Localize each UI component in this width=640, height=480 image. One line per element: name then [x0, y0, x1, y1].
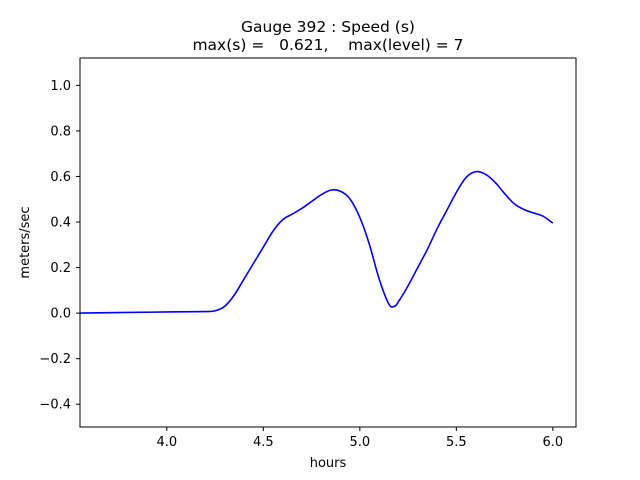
x-tick-label: 5.5: [446, 435, 467, 450]
y-tick-label: 1.0: [50, 79, 71, 94]
y-axis: −0.4 −0.2 0.0 0.2 0.4 0.6 0.8 1.0: [39, 79, 80, 413]
y-tick-label: −0.4: [39, 398, 71, 413]
x-tick-label: 5.0: [350, 435, 371, 450]
x-tick-label: 4.5: [253, 435, 274, 450]
chart-subtitle: max(s) = 0.621, max(level) = 7: [192, 36, 463, 54]
plot-frame: [79, 57, 577, 428]
y-tick-label: 0.2: [50, 261, 71, 276]
y-tick-label: 0.0: [50, 307, 71, 322]
y-tick-label: −0.2: [39, 352, 71, 367]
x-tick-label: 4.0: [157, 435, 178, 450]
y-axis-label: meters/sec: [18, 206, 33, 278]
plot-area: [79, 170, 554, 314]
x-tick-label: 6.0: [542, 435, 563, 450]
x-axis: 4.0 4.5 5.0 5.5 6.0: [157, 427, 563, 450]
chart-title: Gauge 392 : Speed (s): [241, 18, 415, 36]
y-tick-label: 0.4: [50, 216, 71, 231]
y-tick-label: 0.6: [50, 170, 71, 185]
y-tick-label: 0.8: [50, 124, 71, 139]
series-line-0: [79, 170, 554, 314]
x-axis-label: hours: [310, 456, 347, 471]
